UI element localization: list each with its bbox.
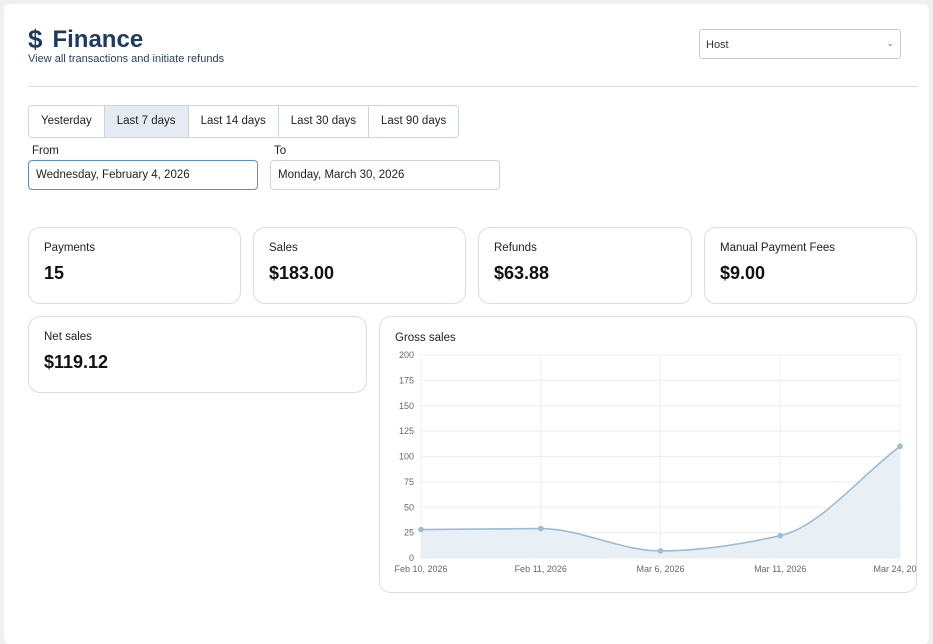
y-tick-label: 150 [399, 401, 414, 411]
y-tick-label: 25 [404, 528, 414, 538]
x-tick-label: Mar 24, 2026 [873, 564, 916, 574]
role-select-value: Host [706, 39, 729, 51]
stat-card-sales: Sales $183.00 [253, 227, 466, 304]
stat-card-payments: Payments 15 [28, 227, 241, 304]
stat-value: $9.00 [720, 263, 766, 283]
y-tick-label: 125 [399, 426, 414, 436]
range-tab-yesterday[interactable]: Yesterday [29, 106, 105, 137]
page-subtitle: View all transactions and initiate refun… [28, 53, 225, 65]
y-tick-label: 175 [399, 375, 414, 385]
stat-label: Payments [44, 242, 96, 254]
to-label: To [274, 145, 287, 157]
stat-label: Sales [269, 242, 298, 254]
data-point [777, 532, 784, 539]
stat-value: 15 [44, 263, 65, 283]
range-tab-last-90-days[interactable]: Last 90 days [369, 106, 459, 137]
x-tick-label: Mar 11, 2026 [754, 564, 806, 574]
to-date-input[interactable]: Monday, March 30, 2026 [270, 160, 500, 190]
chart-title: Gross sales [395, 332, 456, 344]
x-tick-label: Feb 11, 2026 [515, 564, 567, 574]
header-divider [28, 86, 918, 87]
x-tick-label: Mar 6, 2026 [636, 564, 684, 574]
stat-card-refunds: Refunds $63.88 [478, 227, 692, 304]
stat-value: $183.00 [269, 263, 335, 283]
from-label: From [32, 145, 59, 157]
stat-label: Manual Payment Fees [720, 242, 836, 254]
data-point [897, 443, 903, 450]
from-date-input[interactable]: Wednesday, February 4, 2026 [28, 160, 258, 190]
role-select[interactable]: Host ⌄ [699, 29, 901, 59]
page-header: $ Finance [28, 24, 143, 55]
gross-sales-chart-card: Gross sales 0 25 50 75 100 125 150 175 200 Feb 10… [379, 316, 917, 593]
data-point [537, 525, 544, 532]
stat-label: Net sales [44, 331, 92, 343]
finance-page: $ Finance View all transactions and init… [4, 4, 929, 644]
page-title: Finance [52, 25, 144, 53]
y-tick-label: 75 [404, 477, 414, 487]
date-range-tabs: Yesterday Last 7 days Last 14 days Last … [28, 105, 460, 138]
stat-card-net-sales: Net sales $119.12 [28, 316, 367, 393]
stat-value: $63.88 [494, 263, 550, 283]
stat-value: $119.12 [44, 352, 109, 372]
data-point [657, 548, 664, 554]
y-tick-label: 200 [399, 350, 414, 360]
range-tab-last-30-days[interactable]: Last 30 days [278, 106, 369, 137]
stat-card-manual-payment-fees: Manual Payment Fees $9.00 [704, 227, 917, 304]
range-tab-last-14-days[interactable]: Last 14 days [188, 106, 279, 137]
range-tab-last-7-days[interactable]: Last 7 days [104, 106, 189, 137]
gross-sales-chart: 0 25 50 75 100 125 150 175 200 Feb 10, 2026 Feb 11… [394, 350, 916, 574]
data-point [418, 526, 424, 533]
x-tick-label: Feb 10, 2026 [394, 564, 447, 574]
y-tick-label: 0 [409, 553, 414, 563]
chevron-down-icon: ⌄ [886, 38, 894, 48]
y-tick-label: 50 [404, 502, 414, 512]
dollar-icon: $ [28, 24, 43, 54]
stat-label: Refunds [494, 242, 537, 254]
y-tick-label: 100 [399, 452, 414, 462]
